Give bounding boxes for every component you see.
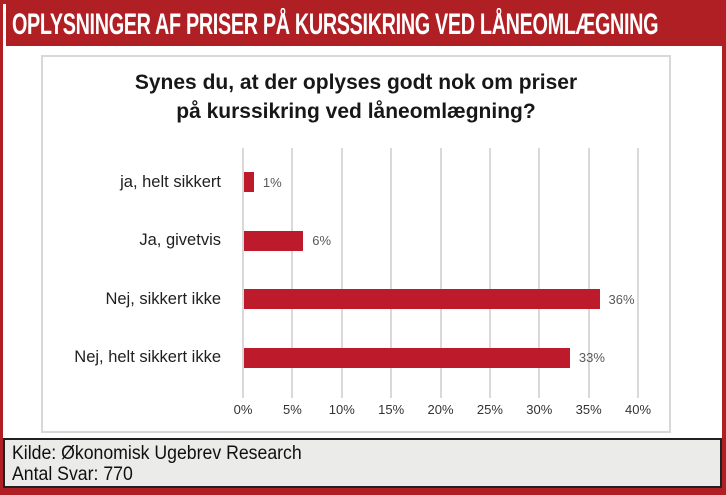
chart-title-line-1: Synes du, at der oplyses godt nok om pri… xyxy=(134,71,578,94)
bar-value-label: 36% xyxy=(608,291,635,307)
chart-title: Synes du, at der oplyses godt nok om pri… xyxy=(43,69,669,127)
chart-title-line-2: på kurssikring ved låneomlægning? xyxy=(176,99,536,123)
x-tick-label: 40% xyxy=(624,402,652,417)
x-tick-mark xyxy=(538,393,541,398)
footer-responses: Antal Svar: 770 xyxy=(12,464,133,485)
category-label: Nej, helt sikkert ikke xyxy=(74,348,221,367)
header-banner: OPLYSNINGER AF PRISER PÅ KURSSIKRING VED… xyxy=(3,4,722,46)
gridline xyxy=(390,148,393,393)
plot-area: 1% 6% 36% 33% xyxy=(242,148,639,393)
x-tick-label: 15% xyxy=(378,402,405,417)
bar-row: 1% xyxy=(243,153,638,212)
x-tick-mark xyxy=(488,393,491,398)
x-tick-label: 5% xyxy=(282,402,302,417)
category-axis: ja, helt sikkert Ja, givetvis Nej, sikkert… xyxy=(43,148,232,393)
x-tick-mark xyxy=(242,393,244,398)
x-tick-label: 20% xyxy=(427,402,454,417)
gridline xyxy=(242,148,244,393)
bar xyxy=(244,347,570,368)
gridline xyxy=(637,148,639,393)
gridline xyxy=(538,148,541,393)
footer: Kilde: Økonomisk Ugebrev Research Antal … xyxy=(3,438,722,488)
x-tick-label: 10% xyxy=(328,402,355,417)
x-tick-mark xyxy=(390,393,393,398)
gridline xyxy=(439,148,442,393)
gridline xyxy=(340,148,343,393)
gridline xyxy=(291,148,294,393)
gridline xyxy=(587,148,590,393)
chart-card: Synes du, at der oplyses godt nok om pri… xyxy=(41,55,671,433)
bar-rows: 1% 6% 36% 33% xyxy=(243,148,638,393)
bar xyxy=(244,172,254,193)
gridline xyxy=(488,148,491,393)
x-tick-label: 0% xyxy=(233,402,253,417)
x-axis-tick-labels: 0% 5% 10% 15% 20% 25% 30% 35% 40% xyxy=(234,402,651,418)
x-tick-mark xyxy=(340,393,343,398)
x-axis-tick-marks xyxy=(242,393,639,398)
bar-row: 6% xyxy=(243,212,638,271)
x-tick-label: 35% xyxy=(575,402,602,417)
bar xyxy=(244,230,304,251)
footer-source: Kilde: Økonomisk Ugebrev Research xyxy=(12,443,302,464)
x-tick-label: 25% xyxy=(476,402,503,417)
x-tick-mark xyxy=(637,393,639,398)
x-tick-mark xyxy=(439,393,442,398)
category-label: ja, helt sikkert xyxy=(120,172,221,191)
category-label: Nej, sikkert ikke xyxy=(105,289,221,308)
x-tick-mark xyxy=(587,393,590,398)
x-tick-label: 30% xyxy=(526,402,553,417)
banner-title: OPLYSNINGER AF PRISER PÅ KURSSIKRING VED… xyxy=(11,8,659,41)
bar-row: 33% xyxy=(243,329,638,388)
bar-value-label: 6% xyxy=(312,233,332,249)
x-tick-mark xyxy=(291,393,294,398)
bar-value-label: 1% xyxy=(262,174,282,190)
bar-row: 36% xyxy=(243,270,638,329)
bar-value-label: 33% xyxy=(578,350,605,366)
category-label: Ja, givetvis xyxy=(139,231,221,250)
bar xyxy=(244,289,600,310)
